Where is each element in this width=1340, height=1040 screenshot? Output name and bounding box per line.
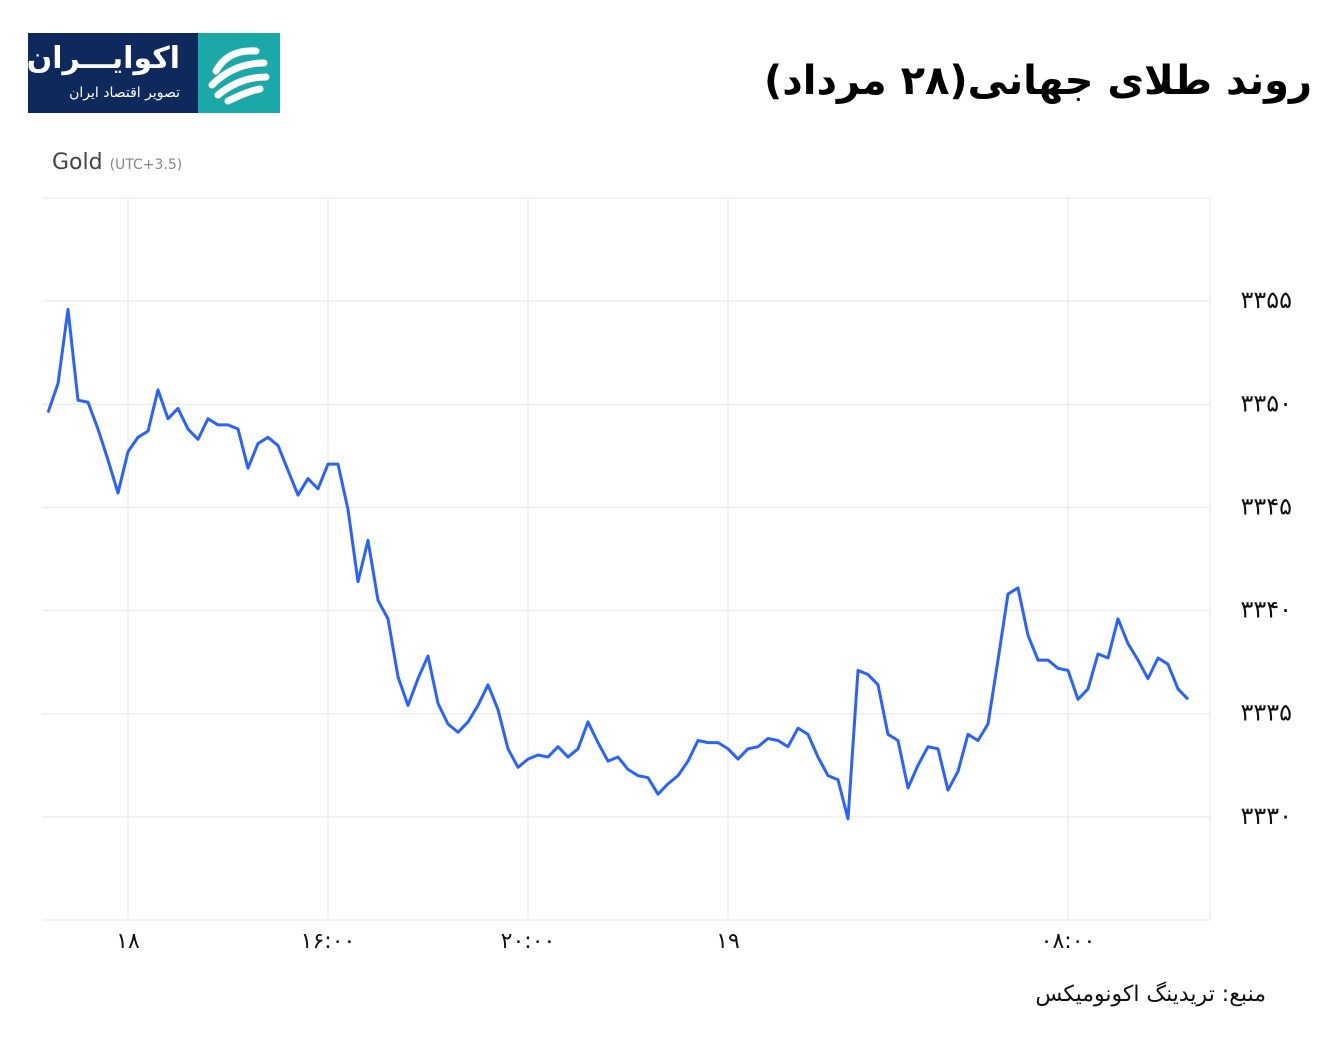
y-tick-label: ۳۳۵۰ bbox=[1240, 389, 1292, 417]
y-tick-label: ۳۳۵۵ bbox=[1240, 286, 1292, 314]
x-tick-label: ۱۹ bbox=[716, 929, 740, 954]
logo-tagline: تصویر اقتصاد ایران bbox=[69, 85, 180, 101]
x-tick-label: ۰۸:۰۰ bbox=[1041, 929, 1096, 954]
source-note: منبع: تریدینگ اکونومیکس bbox=[1035, 982, 1266, 1007]
page-title: روند طلای جهانی(۲۸ مرداد) bbox=[763, 58, 1312, 104]
chart-title-box: Gold (UTC+3.5) bbox=[52, 150, 182, 175]
logo-name: اکوایـــران bbox=[26, 41, 180, 76]
chart-title: Gold bbox=[52, 150, 103, 175]
y-tick-label: ۳۳۴۵ bbox=[1240, 492, 1292, 520]
y-tick-label: ۳۳۴۰ bbox=[1240, 596, 1292, 624]
x-tick-label: ۱۸ bbox=[116, 929, 140, 954]
y-tick-label: ۳۳۳۵ bbox=[1240, 699, 1292, 727]
x-tick-label: ۱۶:۰۰ bbox=[301, 929, 356, 954]
logo-text-box: اکوایـــران تصویر اقتصاد ایران bbox=[26, 33, 198, 113]
price-line bbox=[46, 307, 1190, 821]
logo-icon bbox=[198, 33, 280, 113]
y-tick-label: ۳۳۳۰ bbox=[1240, 802, 1292, 830]
x-tick-label: ۲۰:۰۰ bbox=[501, 929, 556, 954]
chart-subtitle: (UTC+3.5) bbox=[109, 157, 183, 173]
